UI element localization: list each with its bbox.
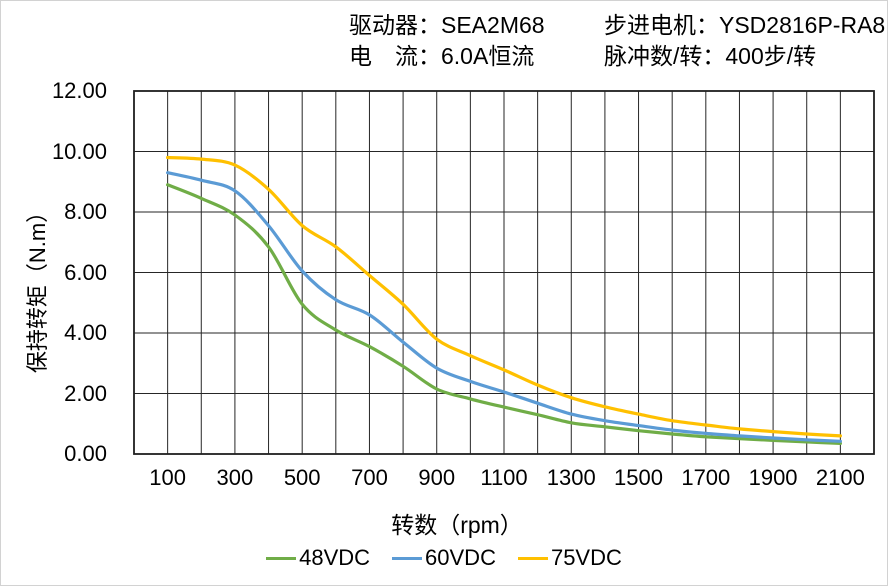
driver-info: 驱动器：SEA2M68: [349, 12, 545, 38]
x-tick-label: 100: [149, 465, 186, 490]
legend-item-75vdc: 75VDC: [517, 545, 622, 571]
x-tick-label: 1100: [480, 465, 528, 490]
x-tick-label: 300: [216, 465, 254, 490]
legend: 48VDC 60VDC 75VDC: [1, 545, 887, 571]
y-tick-label: 4.00: [64, 320, 107, 345]
x-tick-label: 1700: [681, 465, 731, 490]
plot-border: [133, 90, 875, 455]
y-tick-label: 2.00: [64, 380, 107, 406]
x-tick-label: 1500: [614, 465, 663, 490]
legend-line-swatch-48vdc: [266, 556, 297, 560]
y-tick-label: 0.00: [64, 441, 107, 466]
y-tick-label: 6.00: [64, 259, 107, 285]
pulses-info: 脉冲数/转：400步/转: [604, 43, 817, 69]
series-line-48vdc: [166, 183, 842, 445]
series-line-75vdc: [166, 155, 842, 438]
y-tick-label: 12.00: [51, 78, 107, 103]
motor-info: 步进电机：YSD2816P-RA8: [604, 12, 886, 38]
x-tick-label: 2100: [815, 465, 865, 490]
series-line-60vdc: [166, 171, 842, 443]
legend-item-48vdc: 48VDC: [266, 545, 370, 571]
legend-line-swatch-60vdc: [392, 556, 423, 560]
y-tick-label: 8.00: [64, 199, 107, 224]
x-tick-label: 1300: [546, 465, 596, 490]
x-tick-label: 500: [283, 465, 321, 490]
legend-label-75vdc: 75VDC: [550, 545, 622, 570]
current-info: 电 流：6.0A恒流: [349, 43, 535, 69]
x-axis-title: 转数（rpm）: [391, 512, 523, 538]
legend-label-60vdc: 60VDC: [425, 545, 496, 570]
x-tick-label: 700: [351, 465, 388, 490]
legend-item-60vdc: 60VDC: [392, 545, 496, 571]
legend-line-swatch-75vdc: [517, 556, 548, 560]
legend-label-48vdc: 48VDC: [299, 545, 371, 570]
x-tick-label: 900: [418, 465, 456, 490]
x-tick-label: 1900: [748, 465, 798, 490]
y-tick-label: 10.00: [51, 138, 107, 164]
